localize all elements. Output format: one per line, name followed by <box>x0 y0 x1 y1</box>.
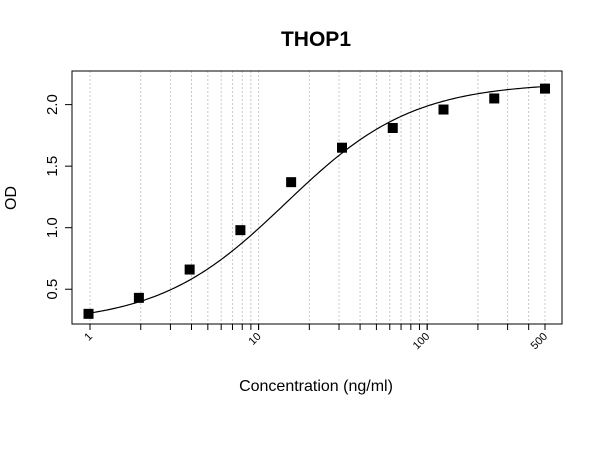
x-tick-label: 1 <box>82 331 95 344</box>
data-point <box>184 264 195 275</box>
plot-frame <box>71 70 563 325</box>
y-tick-label: 1.0 <box>44 217 61 238</box>
y-tick-label: 2.0 <box>44 94 61 115</box>
data-point <box>286 177 297 188</box>
y-tick-label: 1.5 <box>44 156 61 177</box>
data-point <box>540 83 550 94</box>
x-axis-label: Concentration (ng/ml) <box>239 378 393 395</box>
data-point <box>438 104 449 115</box>
data-point <box>133 292 144 303</box>
x-tick-label: 100 <box>411 331 432 352</box>
fit-curve <box>89 85 546 314</box>
data-point <box>235 225 246 236</box>
data-point <box>337 142 348 153</box>
y-axis-label: OD <box>3 186 20 210</box>
grid-lines <box>89 71 546 324</box>
x-tick-label: 500 <box>529 331 550 352</box>
data-point <box>83 308 94 319</box>
y-axis: 0.5 1.0 1.5 2.0 <box>44 94 72 300</box>
x-tick-label: 10 <box>247 331 264 348</box>
y-tick-label: 0.5 <box>44 279 61 300</box>
data-point <box>489 93 500 104</box>
data-points <box>83 83 550 319</box>
data-point <box>387 123 398 133</box>
x-axis: 1 10 100 500 <box>82 324 550 352</box>
chart-title: THOP1 <box>281 28 351 51</box>
